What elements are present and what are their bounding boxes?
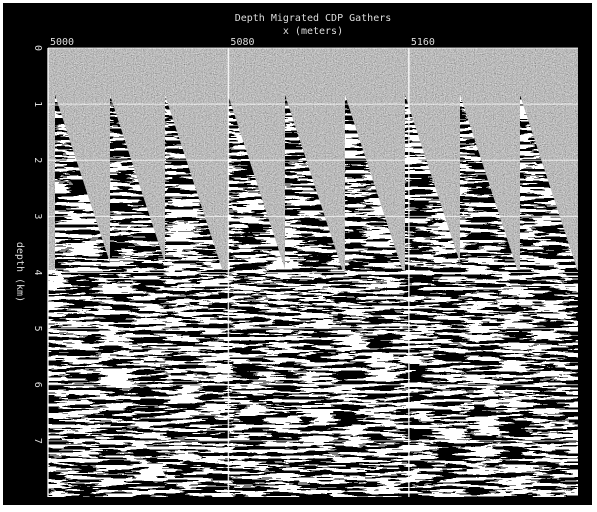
x-tick-label: 5000 (50, 37, 74, 48)
y-tick-label: 1 (32, 101, 43, 107)
chart: Depth Migrated CDP Gathers x (meters) de… (0, 0, 597, 512)
y-tick-label: 5 (32, 326, 43, 332)
y-tick-label: 6 (32, 382, 43, 388)
x-axis-label: x (meters) (283, 26, 343, 37)
y-tick-label: 7 (32, 438, 43, 444)
y-tick-label: 4 (32, 269, 43, 275)
chart-title: Depth Migrated CDP Gathers (235, 13, 392, 24)
y-tick-label: 3 (32, 213, 43, 219)
x-tick-label: 5080 (230, 37, 254, 48)
y-tick-label: 0 (32, 45, 43, 51)
y-axis-label: depth (km) (14, 242, 25, 302)
x-tick-label: 5160 (411, 37, 435, 48)
y-tick-label: 2 (32, 157, 43, 163)
